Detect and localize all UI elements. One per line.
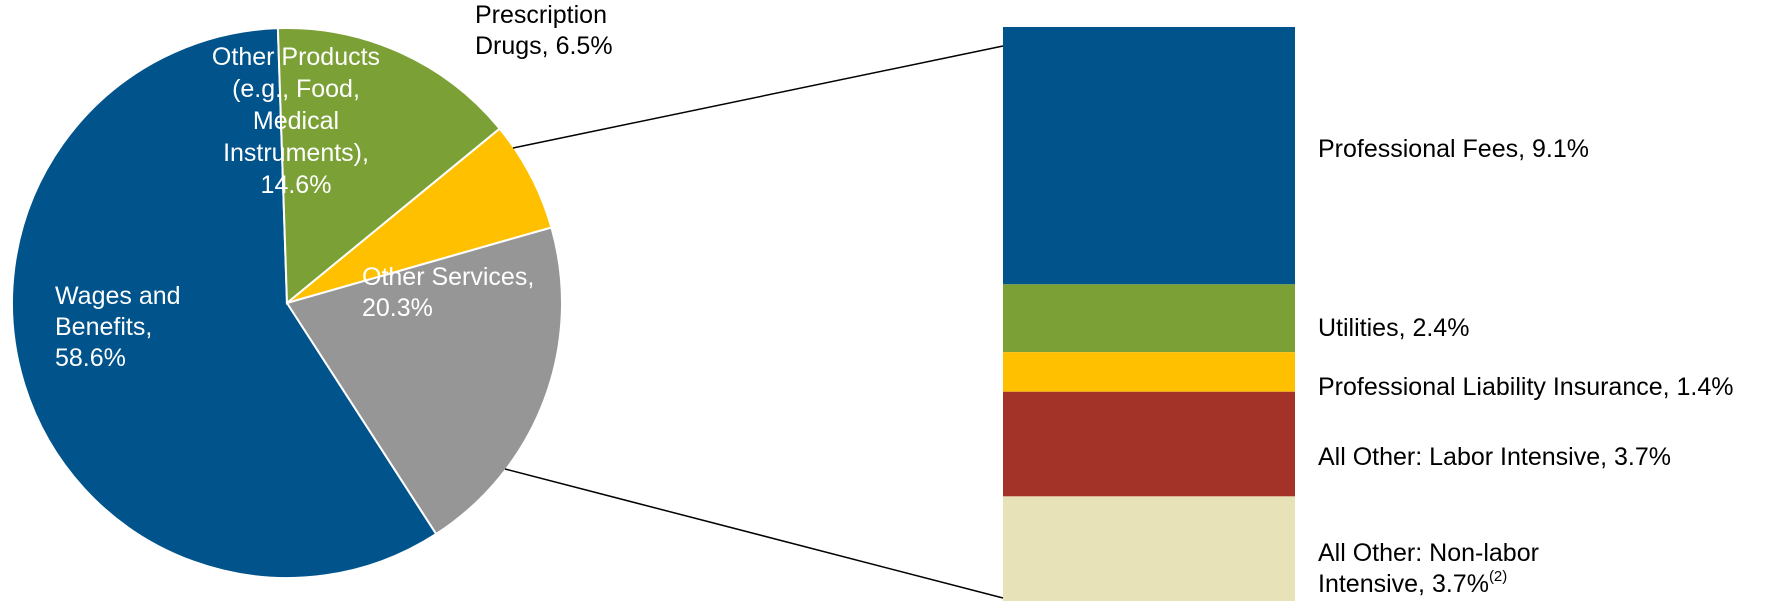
bar-label-professional-liability-insurance: Professional Liability Insurance, 1.4% bbox=[1318, 373, 1734, 401]
pie-chart: Wages and Benefits, 58.6% Other Products (e.… bbox=[11, 1, 613, 579]
pie-label-other-products-e-g-food-medical-instruments: Other Products (e.g., Food, Medical Instrum… bbox=[212, 43, 380, 199]
bar-label-all-other-non-labor-intensive: All Other: Non-labor Intensive, 3.7%(2) bbox=[1318, 539, 1539, 598]
connector-lines bbox=[504, 45, 1004, 599]
bar-segment-professional-fees bbox=[1003, 27, 1295, 285]
footnote-marker: (2) bbox=[1489, 568, 1507, 585]
bar-segment-utilities bbox=[1003, 284, 1295, 353]
bar-segment-all-other-non-labor-intensive bbox=[1003, 496, 1295, 601]
connector-line-bottom bbox=[504, 468, 1004, 599]
pie-slice-other-products-e-g-food-medical-instruments bbox=[276, 27, 502, 306]
pie-slice-prescription-drugs bbox=[286, 127, 553, 304]
pie-label-wages-and-benefits: Wages and Benefits, 58.6% bbox=[55, 282, 181, 372]
pie-label-prescription-drugs: Prescription Drugs, 6.5% bbox=[475, 1, 613, 60]
connector-line-top bbox=[512, 45, 1004, 149]
bar-label-professional-fees: Professional Fees, 9.1% bbox=[1318, 135, 1589, 163]
bar-segment-all-other-labor-intensive bbox=[1003, 391, 1295, 497]
bar-label-all-other-labor-intensive: All Other: Labor Intensive, 3.7% bbox=[1318, 443, 1671, 471]
stacked-bar-chart: Professional Fees, 9.1% Utilities, 2.4% Pr… bbox=[1003, 27, 1734, 601]
pie-slice-other-services bbox=[285, 226, 563, 536]
bar-label-utilities: Utilities, 2.4% bbox=[1318, 314, 1469, 342]
pie-label-other-services: Other Services, 20.3% bbox=[362, 263, 534, 322]
bar-segment-professional-liability-insurance bbox=[1003, 352, 1295, 392]
pie-slice-wages-and-benefits bbox=[11, 27, 438, 579]
